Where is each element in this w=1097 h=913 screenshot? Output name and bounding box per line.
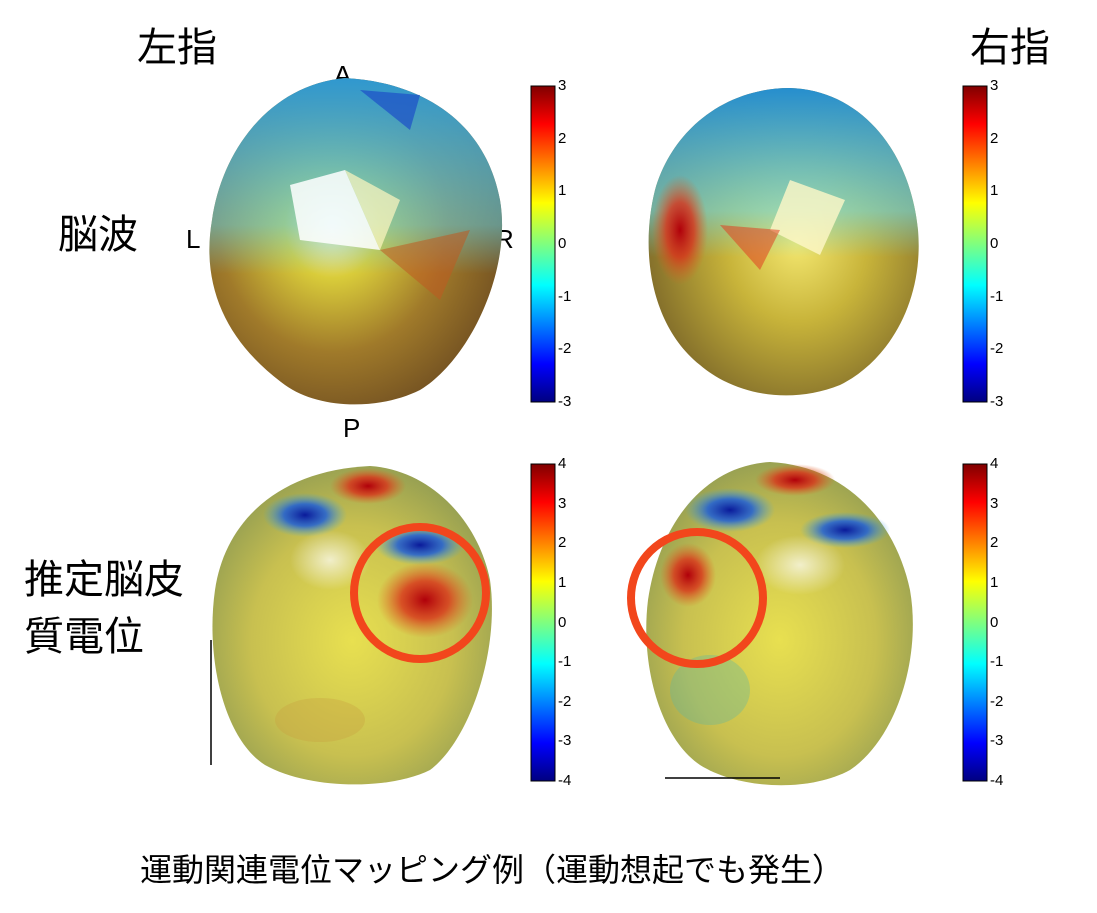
highlight-circle-left xyxy=(350,523,490,663)
colorbar-tick-label: 2 xyxy=(990,129,999,147)
colorbar-tick-label: 3 xyxy=(990,494,999,512)
colorbar-tick-label: 0 xyxy=(558,613,567,631)
left-side-label: L xyxy=(186,224,201,254)
colorbar-tick-label: -3 xyxy=(558,732,572,750)
cortex-row-label-line1: 推定脳皮 xyxy=(24,557,184,603)
colorbar-tick-label: 3 xyxy=(558,77,567,94)
colorbar-tick-label: -1 xyxy=(558,653,572,671)
colorbar-tick-label: -4 xyxy=(990,772,1004,789)
highlight-circle-right xyxy=(627,528,767,668)
eeg-right-map xyxy=(648,88,919,396)
colorbar-tick-label: 1 xyxy=(990,573,999,591)
colorbar-tick-label: 2 xyxy=(990,534,999,552)
eeg-row-label: 脳波 xyxy=(58,212,138,258)
right-finger-label: 右指 xyxy=(970,25,1050,71)
colorbar-tick-label: -2 xyxy=(558,340,572,358)
cortex-right-map xyxy=(646,462,913,786)
left-finger-label: 左指 xyxy=(137,25,217,71)
colorbar-top-right xyxy=(962,85,988,403)
colorbar-tick-label: -1 xyxy=(558,287,572,305)
colorbar-bottom-right xyxy=(962,463,988,782)
colorbar-tick-label: -4 xyxy=(558,772,572,789)
colorbar-top-left xyxy=(530,85,556,403)
colorbar-tick-label: 2 xyxy=(558,534,567,552)
colorbar-tick-label: 4 xyxy=(990,455,999,472)
colorbar-tick-label: -2 xyxy=(990,340,1004,358)
colorbar-tick-label: -3 xyxy=(990,732,1004,750)
colorbar-tick-label: 0 xyxy=(990,235,999,252)
colorbar-tick-label: 2 xyxy=(558,129,567,147)
eeg-left-map xyxy=(209,78,503,405)
colorbar-tick-label: 1 xyxy=(558,573,567,591)
colorbar-tick-label: 3 xyxy=(990,77,999,94)
cortex-left-map xyxy=(212,466,492,785)
colorbar-bottom-left xyxy=(530,463,556,782)
colorbar-tick-label: 4 xyxy=(558,455,567,472)
colorbar-tick-label: 3 xyxy=(558,494,567,512)
colorbar-tick-label: -3 xyxy=(558,393,572,410)
colorbar-tick-label: 0 xyxy=(558,235,567,252)
figure-caption: 運動関連電位マッピング例（運動想起でも発生） xyxy=(140,851,845,889)
colorbar-tick-label: 1 xyxy=(558,182,567,200)
colorbar-tick-label: 0 xyxy=(990,613,999,631)
cortex-row-label-line2: 質電位 xyxy=(24,614,144,660)
colorbar-tick-label: -1 xyxy=(990,287,1004,305)
colorbar-tick-label: -3 xyxy=(990,393,1004,410)
posterior-label: P xyxy=(343,413,361,443)
colorbar-tick-label: -2 xyxy=(990,692,1004,710)
colorbar-tick-label: 1 xyxy=(990,182,999,200)
colorbar-tick-label: -2 xyxy=(558,692,572,710)
colorbar-tick-label: -1 xyxy=(990,653,1004,671)
